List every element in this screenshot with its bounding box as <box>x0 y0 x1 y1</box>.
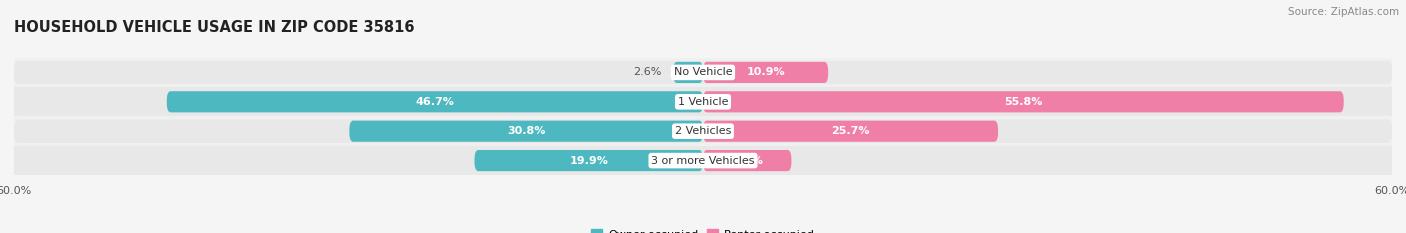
Bar <box>14 116 1392 146</box>
FancyBboxPatch shape <box>14 120 1392 143</box>
Text: 10.9%: 10.9% <box>747 67 785 77</box>
Text: 46.7%: 46.7% <box>415 97 454 107</box>
Bar <box>14 87 1392 116</box>
FancyBboxPatch shape <box>167 91 703 112</box>
Text: 25.7%: 25.7% <box>831 126 870 136</box>
FancyBboxPatch shape <box>349 121 703 142</box>
Text: 7.7%: 7.7% <box>731 156 762 166</box>
Bar <box>14 58 1392 87</box>
Bar <box>14 146 1392 175</box>
Text: 2 Vehicles: 2 Vehicles <box>675 126 731 136</box>
FancyBboxPatch shape <box>703 150 792 171</box>
Text: No Vehicle: No Vehicle <box>673 67 733 77</box>
FancyBboxPatch shape <box>703 91 1344 112</box>
Text: 55.8%: 55.8% <box>1004 97 1042 107</box>
FancyBboxPatch shape <box>14 120 1392 143</box>
FancyBboxPatch shape <box>14 149 1392 172</box>
Text: HOUSEHOLD VEHICLE USAGE IN ZIP CODE 35816: HOUSEHOLD VEHICLE USAGE IN ZIP CODE 3581… <box>14 20 415 35</box>
Text: 3 or more Vehicles: 3 or more Vehicles <box>651 156 755 166</box>
FancyBboxPatch shape <box>14 90 1392 113</box>
FancyBboxPatch shape <box>14 90 1392 113</box>
Text: Source: ZipAtlas.com: Source: ZipAtlas.com <box>1288 7 1399 17</box>
FancyBboxPatch shape <box>14 61 1392 84</box>
Text: 30.8%: 30.8% <box>508 126 546 136</box>
FancyBboxPatch shape <box>474 150 703 171</box>
FancyBboxPatch shape <box>703 62 828 83</box>
Legend: Owner-occupied, Renter-occupied: Owner-occupied, Renter-occupied <box>586 225 820 233</box>
FancyBboxPatch shape <box>703 121 998 142</box>
Text: 2.6%: 2.6% <box>633 67 662 77</box>
Text: 19.9%: 19.9% <box>569 156 609 166</box>
FancyBboxPatch shape <box>673 62 703 83</box>
FancyBboxPatch shape <box>14 61 1392 84</box>
Text: 1 Vehicle: 1 Vehicle <box>678 97 728 107</box>
FancyBboxPatch shape <box>14 149 1392 172</box>
